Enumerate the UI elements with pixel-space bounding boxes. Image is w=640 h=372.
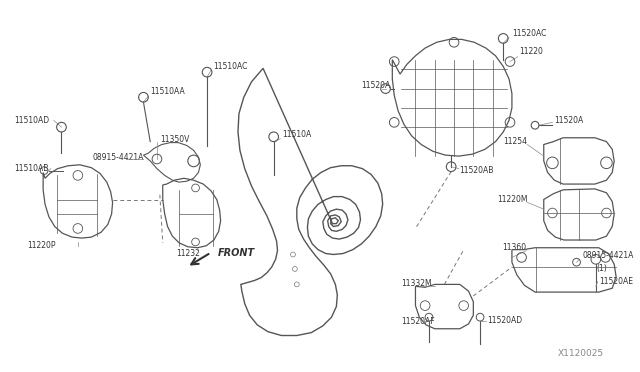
Text: 11510AB: 11510AB bbox=[14, 164, 49, 173]
Text: 11220: 11220 bbox=[520, 47, 543, 57]
Text: 11520AB: 11520AB bbox=[459, 166, 493, 175]
Text: 11520A: 11520A bbox=[554, 116, 584, 125]
Text: 11520AE: 11520AE bbox=[600, 277, 634, 286]
Text: 11232: 11232 bbox=[176, 249, 200, 258]
Text: 11510AD: 11510AD bbox=[14, 116, 49, 125]
Text: (1): (1) bbox=[596, 264, 607, 273]
Text: 11510A: 11510A bbox=[282, 130, 312, 140]
Text: FRONT: FRONT bbox=[218, 247, 255, 257]
Text: 08915-4421A: 08915-4421A bbox=[582, 251, 634, 260]
Text: 11350V: 11350V bbox=[160, 135, 189, 144]
Text: 08915-4421A: 08915-4421A bbox=[92, 153, 144, 161]
Text: 11254: 11254 bbox=[503, 137, 527, 146]
Text: 11220M: 11220M bbox=[497, 195, 527, 204]
Text: 11520AF: 11520AF bbox=[401, 317, 435, 326]
Text: 11332M: 11332M bbox=[401, 279, 431, 288]
Text: 11520A: 11520A bbox=[362, 81, 390, 90]
Text: 11520AC: 11520AC bbox=[512, 29, 547, 38]
Text: 11360: 11360 bbox=[502, 243, 526, 252]
Text: 11510AC: 11510AC bbox=[213, 62, 247, 71]
Text: 11510AA: 11510AA bbox=[150, 87, 185, 96]
Text: X1120025: X1120025 bbox=[557, 349, 604, 358]
Text: 11520AD: 11520AD bbox=[487, 315, 522, 325]
Text: 11220P: 11220P bbox=[27, 241, 55, 250]
